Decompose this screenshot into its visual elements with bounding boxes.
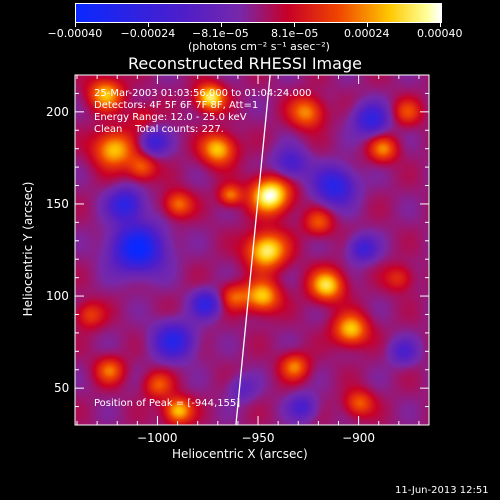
y-tick-label: 100: [46, 289, 69, 304]
colorbar-tick: [75, 22, 76, 27]
x-tick-label: −900: [342, 431, 376, 445]
x-axis-title: Heliocentric X (arcsec): [172, 447, 308, 461]
chart-title: Reconstructed RHESSI Image: [128, 54, 362, 73]
colorbar-tick-label: 0.00040: [417, 27, 463, 40]
y-axis-title: Heliocentric Y (arcsec): [21, 181, 35, 317]
colorbar-tick-label: −8.1e−05: [192, 27, 249, 40]
annotation-energy: Energy Range: 12.0 - 25.0 keV: [94, 112, 247, 123]
colorbar-tick: [148, 22, 149, 27]
plot-frame: [74, 74, 430, 426]
colorbar-tick: [440, 22, 441, 27]
colorbar-tick-label: 0.00024: [344, 27, 390, 40]
y-tick-label: 200: [46, 104, 69, 119]
colorbar-tick-label: 8.1e−05: [270, 27, 319, 40]
colorbar-tick-label: −0.00040: [47, 27, 103, 40]
x-tick-label: −950: [241, 431, 275, 445]
y-tick-label: 150: [46, 196, 69, 211]
colorbar-tick-label: −0.00024: [120, 27, 176, 40]
colorbar-tick: [220, 22, 222, 27]
annotation-peak: Position of Peak = [-944,155]: [94, 398, 241, 409]
y-tick-label: 50: [54, 381, 70, 396]
colorbar-tick: [367, 22, 368, 27]
colorbar: [75, 3, 442, 23]
annotation-clean: Clean Total counts: 227.: [94, 124, 224, 135]
footer-timestamp: 11-Jun-2013 12:51: [395, 485, 489, 496]
annotation-detectors: Detectors: 4F 5F 6F 7F 8F, Att=1: [94, 100, 259, 111]
x-tick-label: −1000: [136, 431, 178, 445]
colorbar-tick: [294, 22, 296, 27]
solar-limb-line: [235, 74, 271, 426]
colorbar-unit-label: (photons cm⁻² s⁻¹ asec⁻²): [188, 40, 330, 53]
annotation-time: 25-Mar-2003 01:03:56.000 to 01:04:24.000: [94, 88, 312, 99]
heatmap-image: [75, 75, 429, 425]
